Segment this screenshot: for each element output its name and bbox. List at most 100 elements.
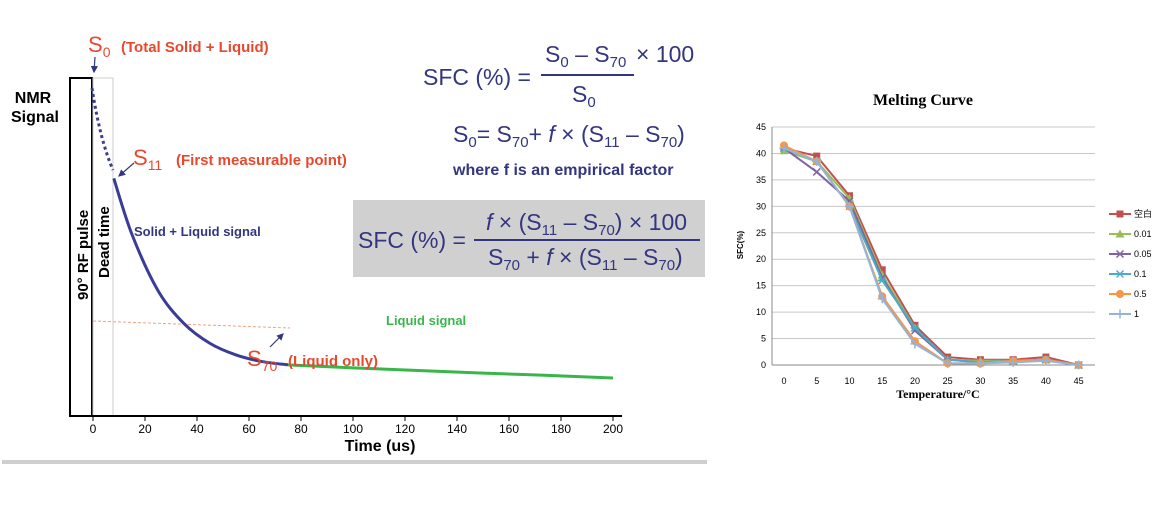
svg-text:S70 + f × (S11 – S70): S70 + f × (S11 – S70) [488,244,683,274]
melting-series-0.5 [780,141,1083,369]
legend-entry: 0.05 [1109,249,1152,259]
nmr-x-tick-label: 120 [395,422,415,436]
svg-text:S0= S70+ f × (S11 – S70): S0= S70+ f × (S11 – S70) [453,121,685,151]
solid-liquid-signal-line [112,177,289,367]
liquid-signal-line [287,363,614,380]
svg-text:SFC (%) =: SFC (%) = [358,227,466,253]
nmr-x-tick-label: 100 [343,422,363,436]
dead-time-dotted-curve [90,87,115,171]
legend-label: 空白 [1134,208,1152,219]
melting-series-line [783,147,1079,366]
melting-curve-chart: Melting Curve 0 5 10 15 20 25 30 35 40 45 0 5 10 15 2… [736,92,1152,401]
melting-y-tick-label: 20 [756,254,766,264]
melting-series-0.05 [779,144,1083,370]
melting-data-point [813,152,821,160]
legend-entry: 0.1 [1109,269,1147,279]
s70-arrow [269,333,284,348]
melting-y-tick-label: 10 [756,307,766,317]
melting-series-line [783,147,1079,366]
s11-symbol: S11 [133,145,162,173]
legend-label: 0.5 [1134,289,1147,299]
sfc-formula-expanded: SFC (%) = f × (S11 – S70) × 100 S70 + f … [358,209,700,274]
melting-y-ticks: 0 5 10 15 20 25 30 35 40 45 [756,122,766,370]
legend-entry: 空白 [1109,208,1152,219]
nmr-x-tick-label: 200 [603,422,623,436]
melting-series-1 [779,143,1084,370]
melting-data-point [877,276,887,285]
sfc-formula-main: SFC (%) = S0 – S70 × 100 S0 [423,41,694,111]
dead-time-label: Dead time [96,206,113,278]
melting-series-空白 [780,144,1083,369]
melting-x-tick-label: 0 [781,376,786,386]
melting-y-tick-label: 15 [756,281,766,291]
s0-arrow [90,56,98,74]
melting-x-tick-label: 20 [910,376,920,386]
melting-data-point [844,201,854,211]
solid-liquid-signal-label: Solid + Liquid signal [134,224,261,239]
melting-data-point [1041,356,1051,366]
melting-x-tick-label: 25 [943,376,953,386]
s11-arrow [118,162,135,177]
melting-data-point [1008,357,1018,367]
melting-data-point [910,323,920,332]
nmr-y-label-line1: NMR [15,90,52,107]
nmr-x-ticks: 0 20 40 60 80 100 120 140 160 180 200 [90,416,623,436]
liquid-baseline [92,320,291,329]
legend-entry: 0.01 [1109,229,1152,239]
melting-x-tick-label: 40 [1041,376,1051,386]
legend-swatch-marker [1115,229,1125,238]
sfc-formula-box [353,200,705,277]
melting-curve-figure: Melting Curve 0 5 10 15 20 25 30 35 40 45 0 5 10 15 2… [715,0,1175,525]
nmr-x-tick-label: 180 [551,422,571,436]
rf-pulse-label: 90° RF pulse [75,210,92,300]
nmr-x-tick-label: 140 [447,422,467,436]
melting-y-tick-label: 35 [756,175,766,185]
liquid-signal-label: Liquid signal [386,313,466,328]
legend-swatch-marker [1116,210,1124,218]
nmr-chart: NMR Signal 90° RF pulse Dead time 0 20 40 6… [2,32,707,464]
melting-series-line [783,147,1079,366]
melting-x-tick-label: 45 [1074,376,1084,386]
melting-y-label: SFC(%) [736,230,745,259]
melting-data-point [878,266,886,274]
legend-entry: 1 [1109,309,1139,319]
nmr-x-tick-label: 0 [90,422,97,436]
legend-swatch-marker [1116,290,1124,298]
svg-text:SFC (%) =: SFC (%) = [423,64,531,90]
legend-label: 0.05 [1134,249,1152,259]
legend-label: 1 [1134,309,1139,319]
s0-symbol: S0 [88,32,111,60]
melting-series-line [783,147,1079,366]
melting-data-point [943,358,953,368]
nmr-x-label: Time (us) [345,438,416,455]
melting-data-point [779,143,789,153]
nmr-x-tick-label: 20 [138,422,152,436]
s0-relation-formula: S0= S70+ f × (S11 – S70) [453,121,685,151]
nmr-figure: NMR Signal 90° RF pulse Dead time 0 20 40 6… [2,32,707,464]
s0-annotation: (Total Solid + Liquid) [121,39,269,56]
melting-chart-title: Melting Curve [873,92,973,109]
melting-y-tick-label: 45 [756,122,766,132]
legend-label: 0.1 [1134,269,1147,279]
legend-swatch-marker [1115,249,1125,259]
melting-data-point [812,156,822,166]
melting-x-tick-label: 10 [844,376,854,386]
melting-series-group [779,141,1084,370]
melting-y-tick-label: 0 [761,360,766,370]
melting-x-ticks: 0 5 10 15 20 25 30 35 40 45 [781,376,1083,386]
melting-y-tick-label: 25 [756,228,766,238]
melting-data-point [975,358,985,368]
nmr-x-tick-label: 40 [190,422,204,436]
nmr-x-tick-label: 160 [499,422,519,436]
melting-x-tick-label: 5 [814,376,819,386]
legend-swatch-marker [1115,309,1125,319]
svg-text:S0: S0 [572,81,596,111]
melting-data-point [812,167,821,176]
melting-gridlines [771,126,1095,366]
melting-x-tick-label: 30 [975,376,985,386]
nmr-x-tick-label: 60 [242,422,256,436]
svg-text:S0 – S70: S0 – S70 [545,41,626,71]
legend-label: 0.01 [1134,229,1152,239]
melting-data-point [910,339,920,349]
melting-y-tick-label: 30 [756,201,766,211]
